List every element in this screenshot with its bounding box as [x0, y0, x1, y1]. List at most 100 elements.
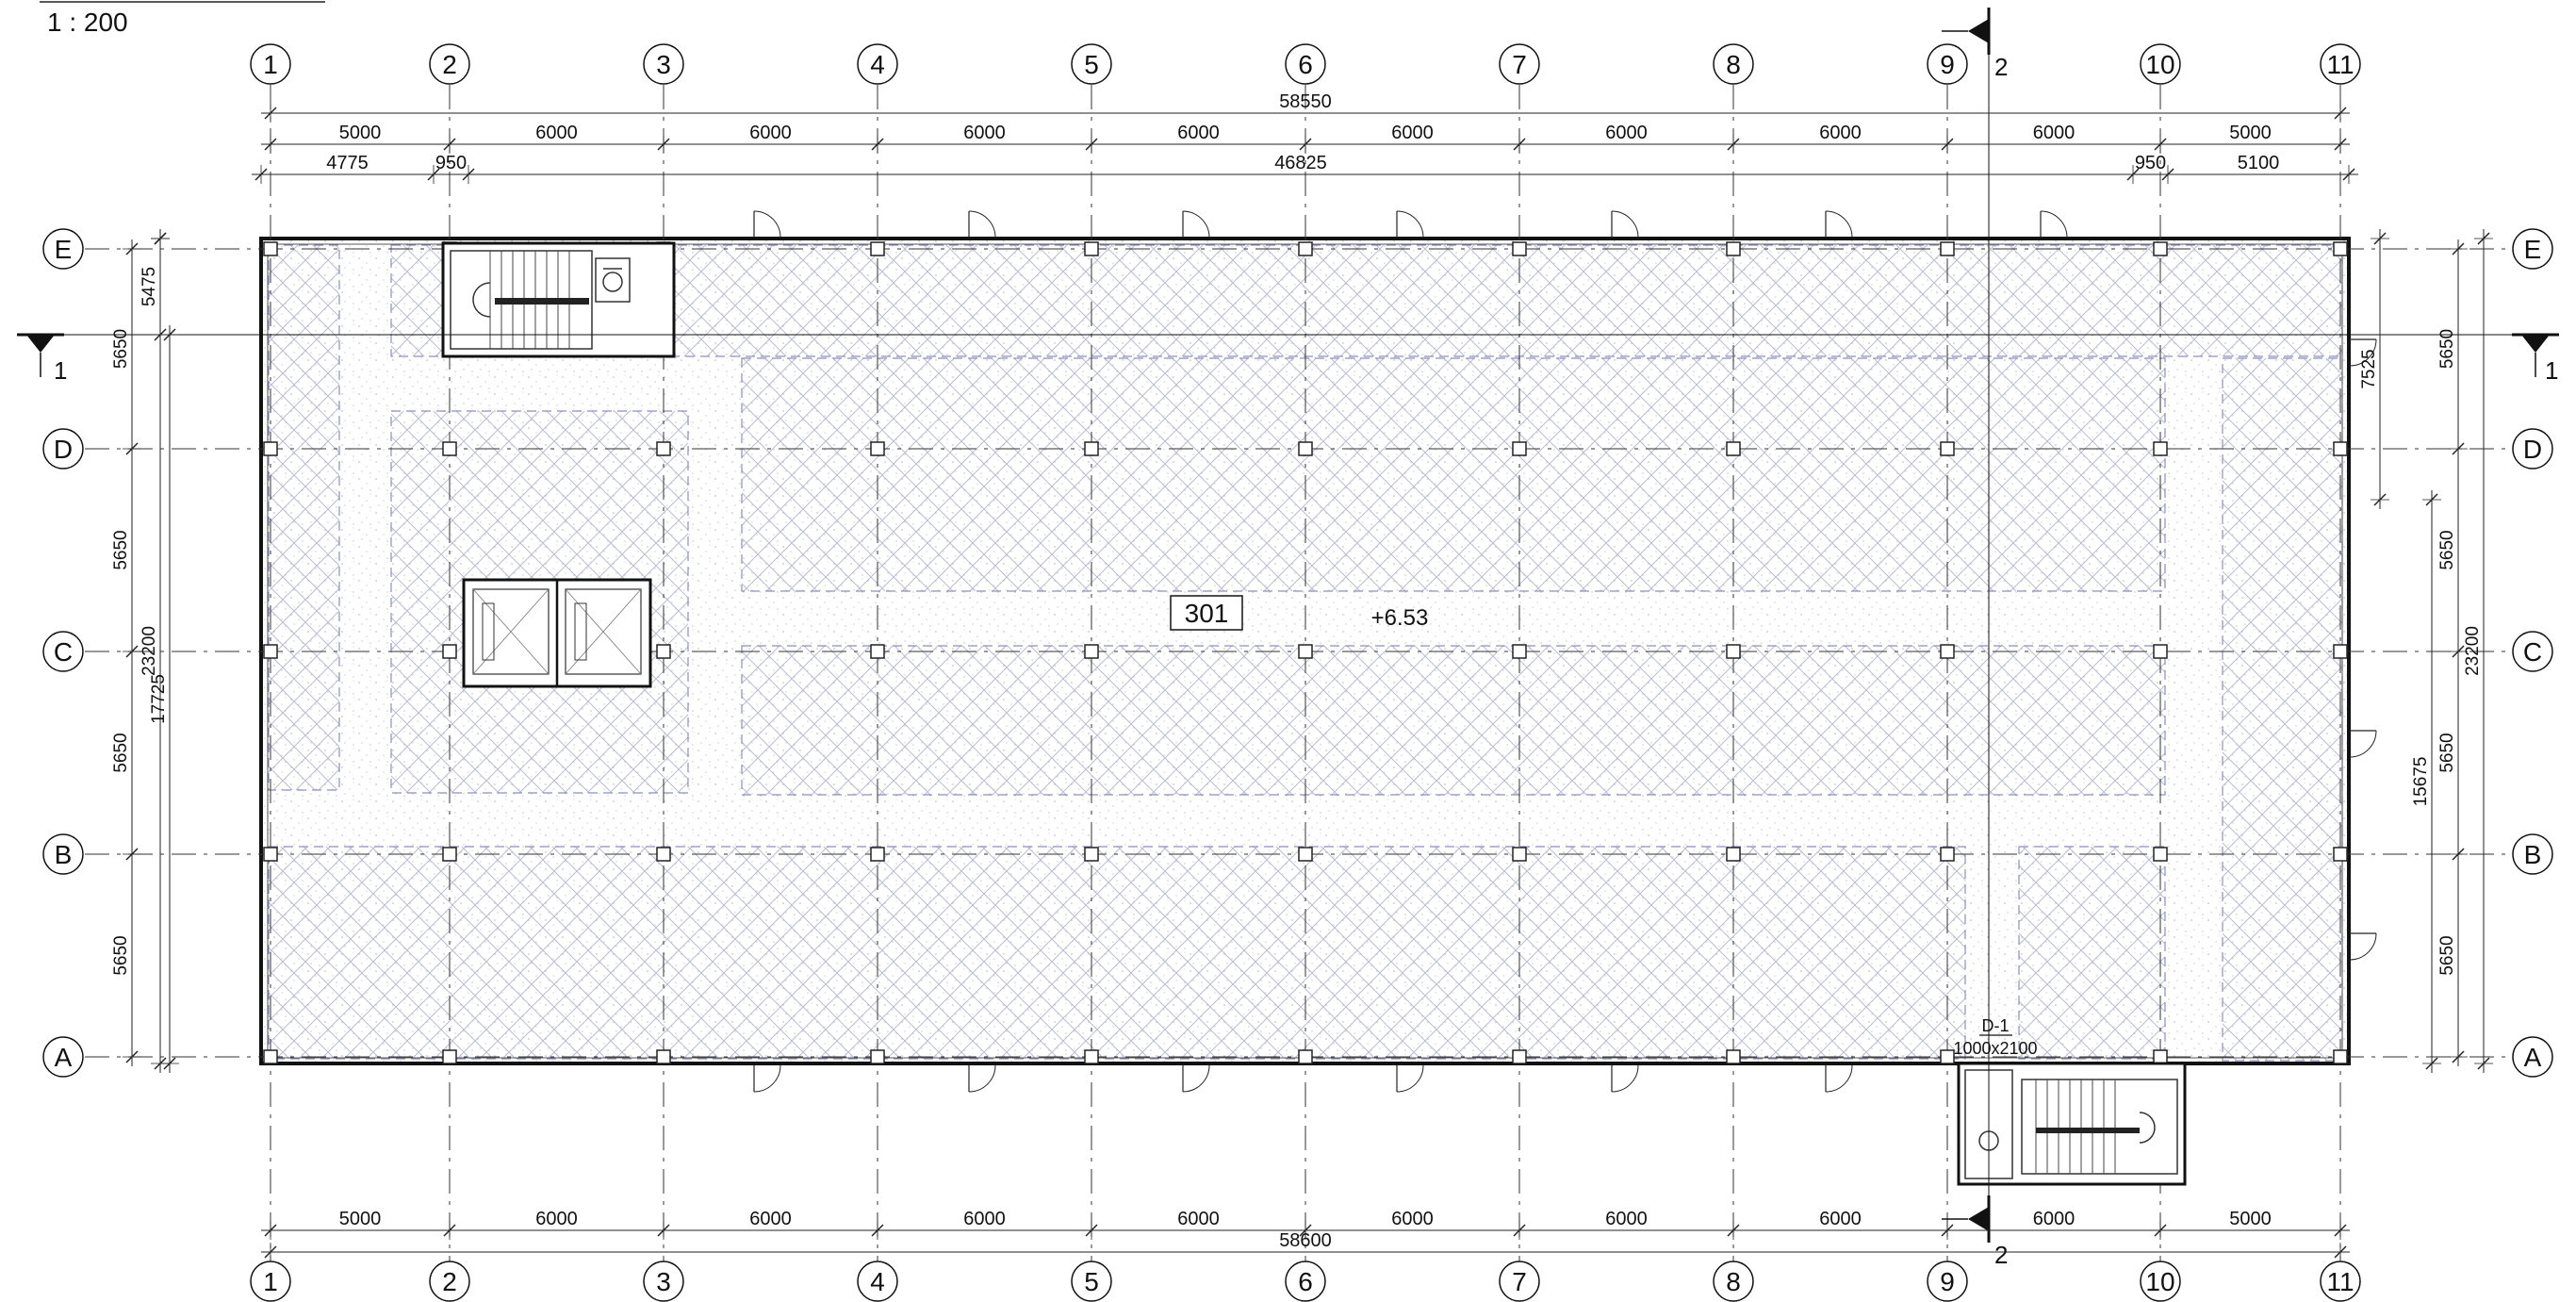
grid-bubble-column: 2 [429, 1261, 470, 1302]
structural-column [656, 1049, 671, 1064]
grid-bubble-column: 3 [643, 43, 684, 85]
svg-text:11: 11 [2326, 1267, 2354, 1296]
structural-column [1726, 441, 1741, 456]
stair-core-north [441, 241, 676, 358]
dimension-label: 6000 [1819, 123, 1862, 143]
structural-column [1084, 241, 1099, 256]
dimension-label: 6000 [2033, 123, 2076, 143]
structural-column [1084, 1049, 1099, 1064]
svg-text:2: 2 [442, 50, 457, 79]
grid-bubble-row: A [2512, 1036, 2553, 1078]
door-swing [1825, 210, 1853, 239]
svg-text:7: 7 [1512, 50, 1527, 79]
dimension-string-vertical: 15675 [2411, 490, 2441, 1073]
dimension-string-vertical: 5650 5650 5650 5650 [2437, 239, 2468, 1066]
dimension-label: 5100 [2238, 153, 2280, 173]
grid-bubble-column: 8 [1713, 1261, 1754, 1302]
structural-column [442, 1049, 457, 1064]
door-swing [2349, 730, 2377, 758]
door-swing [1611, 210, 1639, 239]
dimension-label: 6000 [963, 1209, 1006, 1229]
grid-bubble-column: 8 [1713, 43, 1754, 85]
svg-text:1: 1 [263, 1267, 278, 1296]
structural-column [1298, 241, 1313, 256]
structural-column [1512, 644, 1527, 659]
svg-text:10: 10 [2145, 50, 2174, 79]
dimension-label: 5000 [2229, 1209, 2272, 1229]
grid-bubble-column: 4 [857, 1261, 898, 1302]
section-marker-2-top: 2 [1942, 8, 2008, 81]
structural-column [870, 644, 885, 659]
dimension-string-vertical: 5650 5650 5650 5650 [111, 239, 141, 1066]
dimension-label: 7525 [2359, 349, 2379, 388]
svg-text:A: A [2524, 1043, 2542, 1072]
svg-text:1: 1 [263, 50, 278, 79]
svg-text:5: 5 [1084, 1267, 1099, 1296]
door-swing [1611, 1064, 1639, 1093]
dimension-label: 6000 [535, 1209, 578, 1229]
structural-column [1726, 644, 1741, 659]
dimension-label: 5000 [339, 123, 382, 143]
structural-column [1512, 241, 1527, 256]
structural-column [2333, 644, 2348, 659]
structural-column [1940, 847, 1955, 862]
svg-text:3: 3 [656, 1267, 671, 1296]
dimension-label: 6000 [1391, 1209, 1434, 1229]
structural-column [2333, 1049, 2348, 1064]
door-swing [1182, 1064, 1210, 1093]
dimension-string-horizontal: 4775 950 46825 950 5100 [252, 153, 2358, 184]
dimension-label: 6000 [963, 123, 1006, 143]
svg-text:C: C [2523, 637, 2542, 667]
grid-bubble-row: C [42, 631, 84, 672]
svg-text:9: 9 [1940, 50, 1955, 79]
scale-block: 1 : 200 [40, 1, 325, 37]
structural-column [870, 1049, 885, 1064]
section-marker-2-bottom: 2 [1942, 1195, 2008, 1269]
grid-bubble-column: 5 [1071, 1261, 1112, 1302]
grid-bubble-column: 3 [643, 1261, 684, 1302]
structural-column [2153, 644, 2168, 659]
svg-text:4: 4 [870, 1267, 885, 1296]
structural-column [263, 644, 278, 659]
dimension-string-vertical: 7525 [2359, 229, 2389, 509]
stair-core-south [1957, 1062, 2187, 1186]
dimension-label: 4775 [326, 153, 369, 173]
grid-bubble-row: B [2512, 833, 2553, 875]
structural-column [2153, 441, 2168, 456]
grid-bubble-column: 2 [429, 43, 470, 85]
dimension-label: 23200 [2463, 626, 2483, 676]
dimension-label: 6000 [1819, 1209, 1862, 1229]
svg-text:8: 8 [1726, 1267, 1741, 1296]
svg-text:5: 5 [1084, 50, 1099, 79]
svg-text:B: B [2524, 840, 2542, 869]
door-swing [1396, 1064, 1424, 1093]
dimension-label: 17725 [149, 674, 169, 724]
grid-bubble-column: 4 [857, 43, 898, 85]
grid-bubble-column: 11 [2320, 43, 2361, 85]
dimension-label: 5650 [111, 935, 131, 975]
svg-text:4: 4 [870, 50, 885, 79]
grid-bubble-column: 11 [2320, 1261, 2361, 1302]
door-swing [753, 210, 781, 239]
dimension-label: 5650 [111, 733, 131, 772]
structural-column [2333, 441, 2348, 456]
door-swing [1396, 210, 1424, 239]
grid-bubble-column: 10 [2140, 43, 2181, 85]
door-swing [2040, 210, 2068, 239]
structural-column [870, 441, 885, 456]
svg-text:D: D [54, 435, 73, 464]
section-marker-1-right: 1 [2512, 333, 2559, 385]
section-label: 2 [1994, 53, 2008, 81]
structural-columns [263, 241, 2348, 1064]
structural-column [1084, 847, 1099, 862]
dimension-string-vertical: 5475 [139, 229, 170, 344]
structural-column [1512, 847, 1527, 862]
grid-bubble-column: 9 [1927, 1261, 1968, 1302]
structural-column [1512, 1049, 1527, 1064]
door-swing [968, 1064, 996, 1093]
dimension-label: 6000 [1177, 1209, 1220, 1229]
svg-text:D: D [2523, 435, 2542, 464]
grid-bubble-row: E [2512, 228, 2553, 270]
svg-text:6: 6 [1298, 50, 1313, 79]
